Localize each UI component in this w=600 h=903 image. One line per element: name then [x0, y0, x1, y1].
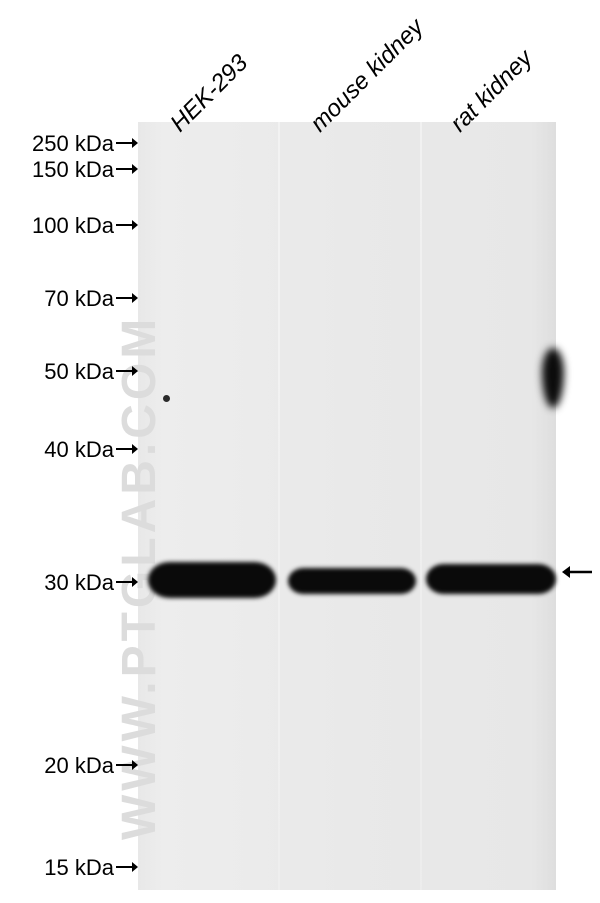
marker-label: 250 kDa — [0, 131, 114, 157]
target-band-arrow — [562, 564, 596, 580]
protein-band — [288, 568, 416, 594]
marker-label: 150 kDa — [0, 157, 114, 183]
marker-arrow-icon — [116, 860, 140, 874]
blot-membrane — [138, 122, 556, 890]
figure-container: WWW.PTGLAB.COM HEK-293mouse kidneyrat ki… — [0, 0, 600, 903]
marker-label: 20 kDa — [0, 753, 114, 779]
marker-arrow-icon — [116, 575, 140, 589]
lane-label: mouse kidney — [305, 13, 430, 138]
marker-arrow-icon — [116, 136, 140, 150]
lane-separator — [278, 122, 280, 890]
marker-arrow-icon — [116, 291, 140, 305]
protein-band — [148, 562, 276, 598]
marker-label: 70 kDa — [0, 286, 114, 312]
marker-arrow-icon — [116, 758, 140, 772]
marker-arrow-icon — [116, 218, 140, 232]
marker-label: 40 kDa — [0, 437, 114, 463]
lane-separator — [420, 122, 422, 890]
marker-arrow-icon — [116, 364, 140, 378]
marker-label: 50 kDa — [0, 359, 114, 385]
marker-arrow-icon — [116, 162, 140, 176]
speck — [163, 395, 170, 402]
marker-label: 30 kDa — [0, 570, 114, 596]
marker-arrow-icon — [116, 442, 140, 456]
protein-band — [426, 564, 556, 594]
marker-label: 100 kDa — [0, 213, 114, 239]
artifact-blob — [542, 348, 564, 408]
marker-label: 15 kDa — [0, 855, 114, 881]
